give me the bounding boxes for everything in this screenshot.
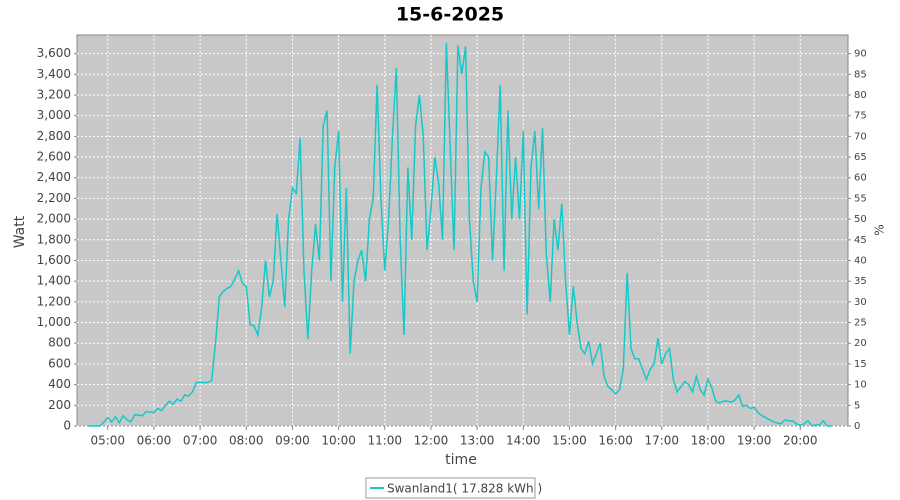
y-tick-label: 3,400 [37,67,71,81]
y2-tick-label: 60 [854,173,867,184]
x-tick-label: 07:00 [183,434,218,448]
y-tick-label: 400 [48,377,71,391]
y2-tick-label: 20 [854,338,867,349]
y2-tick-label: 50 [854,214,867,225]
y2-tick-label: 5 [854,400,860,411]
y-tick-label: 2,400 [37,170,71,184]
y2-tick-label: 35 [854,276,867,287]
series-line [88,43,832,427]
y-tick-label: 800 [48,336,71,350]
x-axis-label: time [445,452,477,468]
y2-tick-label: 45 [854,235,867,246]
y-tick-label: 0 [63,419,71,433]
y2-tick-label: 55 [854,193,867,204]
x-tick-label: 17:00 [644,434,679,448]
y2-tick-label: 65 [854,152,867,163]
y2-tick-label: 0 [854,421,860,432]
y2-tick-label: 75 [854,111,867,122]
chart-title: 15-6-2025 [396,4,504,26]
y-tick-label: 1,600 [37,253,71,267]
y2-tick-label: 70 [854,131,867,142]
x-tick-label: 20:00 [783,434,818,448]
y-tick-label: 600 [48,356,71,370]
x-tick-label: 18:00 [691,434,726,448]
legend [365,477,536,499]
y2-tick-label: 15 [854,359,867,370]
y2-tick-label: 90 [854,49,867,60]
x-tick-label: 14:00 [506,434,541,448]
x-tick-label: 10:00 [321,434,356,448]
x-tick-label: 05:00 [90,434,125,448]
y-tick-label: 2,000 [37,212,71,226]
x-tick-label: 19:00 [737,434,772,448]
plot-area [76,34,849,427]
x-tick-label: 11:00 [367,434,402,448]
y2-tick-label: 10 [854,380,867,391]
y-tick-label: 3,000 [37,108,71,122]
y-tick-label: 2,200 [37,191,71,205]
y-tick-label: 1,400 [37,274,71,288]
legend-label: Swanland1( 17.828 kWh ) [387,482,542,496]
x-tick-label: 15:00 [552,434,587,448]
x-tick-label: 06:00 [137,434,172,448]
y2-axis-label: % [873,224,887,235]
y-tick-label: 3,200 [37,87,71,101]
x-tick-label: 12:00 [414,434,449,448]
y-tick-label: 2,800 [37,129,71,143]
y-tick-label: 1,800 [37,232,71,246]
y2-tick-label: 25 [854,318,867,329]
y-tick-label: 1,000 [37,315,71,329]
x-tick-label: 16:00 [598,434,633,448]
y-tick-label: 2,600 [37,150,71,164]
x-tick-label: 13:00 [460,434,495,448]
x-tick-label: 09:00 [275,434,310,448]
y-tick-label: 200 [48,398,71,412]
y2-tick-label: 30 [854,297,867,308]
y-tick-label: 1,200 [37,294,71,308]
x-tick-label: 08:00 [229,434,264,448]
y-axis-label: Watt [12,215,28,248]
y2-tick-label: 40 [854,255,867,266]
y-tick-label: 3,600 [37,46,71,60]
y2-tick-label: 80 [854,90,867,101]
y2-tick-label: 85 [854,69,867,80]
